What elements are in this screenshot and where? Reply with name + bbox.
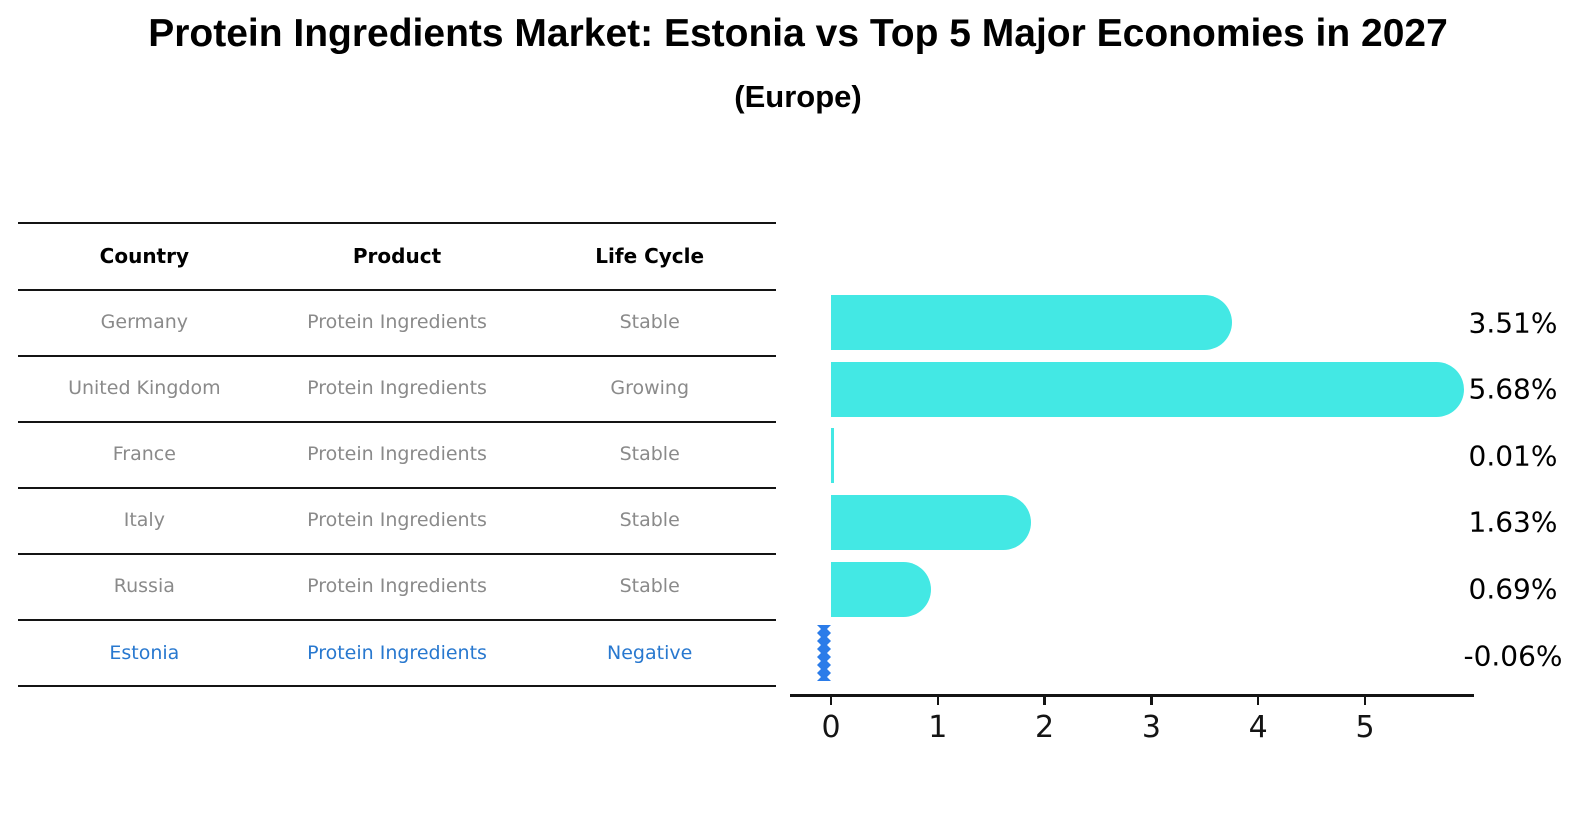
cell-product: Protein Ingredients xyxy=(307,509,487,532)
cell-life-cycle: Negative xyxy=(607,641,693,664)
x-axis-tick xyxy=(1043,696,1046,705)
table-row: Italy Protein Ingredients Stable xyxy=(18,486,776,553)
cell-product: Protein Ingredients xyxy=(307,641,487,664)
table-row: France Protein Ingredients Stable xyxy=(18,420,776,487)
bar-germany xyxy=(831,295,1232,351)
cell-product: Protein Ingredients xyxy=(307,575,487,598)
cell-life-cycle: Stable xyxy=(619,575,680,598)
x-axis-tick-label: 5 xyxy=(1355,710,1375,745)
table-row: United Kingdom Protein Ingredients Growing xyxy=(18,354,776,421)
bar-russia xyxy=(831,561,931,617)
page-subtitle: (Europe) xyxy=(734,79,862,114)
x-axis-tick-label: 2 xyxy=(1035,710,1055,745)
x-axis-tick xyxy=(829,696,833,705)
x-axis-tick xyxy=(936,696,940,705)
table-row: Estonia Protein Ingredients Negative xyxy=(18,618,776,685)
cell-life-cycle: Growing xyxy=(610,377,690,400)
x-axis-tick xyxy=(1256,696,1260,705)
comparison-table: Country Product Life Cycle Germany Protei… xyxy=(18,222,776,688)
x-axis-tick-label: 3 xyxy=(1141,710,1161,745)
cell-country: Russia xyxy=(113,575,175,598)
header-cell-life-cycle: Life Cycle xyxy=(595,244,705,269)
cell-country: Estonia xyxy=(109,641,180,664)
cell-country: Italy xyxy=(123,509,165,532)
x-axis-tick-label: 0 xyxy=(821,710,841,745)
bar-united-kingdom xyxy=(831,361,1464,417)
x-axis-tick xyxy=(1363,696,1367,705)
table-row: Russia Protein Ingredients Stable xyxy=(18,552,776,619)
bar-estonia xyxy=(816,624,831,681)
jagged-bar-shape xyxy=(816,624,831,681)
page-title: Protein Ingredients Market: Estonia vs T… xyxy=(148,12,1448,55)
cell-country: France xyxy=(112,443,176,466)
cell-life-cycle: Stable xyxy=(619,311,680,334)
bar-italy xyxy=(831,494,1032,550)
cell-country: United Kingdom xyxy=(68,377,221,400)
x-axis-tick xyxy=(1150,696,1153,705)
cell-country: Germany xyxy=(100,311,188,334)
cell-life-cycle: Stable xyxy=(619,509,680,532)
x-axis-tick-label: 1 xyxy=(928,710,948,745)
table-body: Germany Protein Ingredients Stable United K… xyxy=(18,288,776,686)
bar-value-label: 0.69% xyxy=(1468,572,1558,606)
bar-value-label: 3.51% xyxy=(1468,306,1558,340)
header-cell-product: Product xyxy=(352,244,442,269)
bar-france xyxy=(831,428,834,484)
table-header-row: Country Product Life Cycle xyxy=(18,222,776,289)
bar-value-label: -0.06% xyxy=(1463,639,1563,673)
x-axis-tick-label: 4 xyxy=(1248,710,1268,745)
bar-value-label: 0.01% xyxy=(1468,439,1558,473)
x-axis-line xyxy=(790,694,1474,697)
table-row: Germany Protein Ingredients Stable xyxy=(18,288,776,355)
cell-life-cycle: Stable xyxy=(619,443,680,466)
bar-value-label: 5.68% xyxy=(1468,372,1558,406)
header-cell-country: Country xyxy=(99,244,190,269)
cell-product: Protein Ingredients xyxy=(307,377,487,400)
cell-product: Protein Ingredients xyxy=(307,443,487,466)
cell-product: Protein Ingredients xyxy=(307,311,487,334)
bar-value-label: 1.63% xyxy=(1468,505,1558,539)
